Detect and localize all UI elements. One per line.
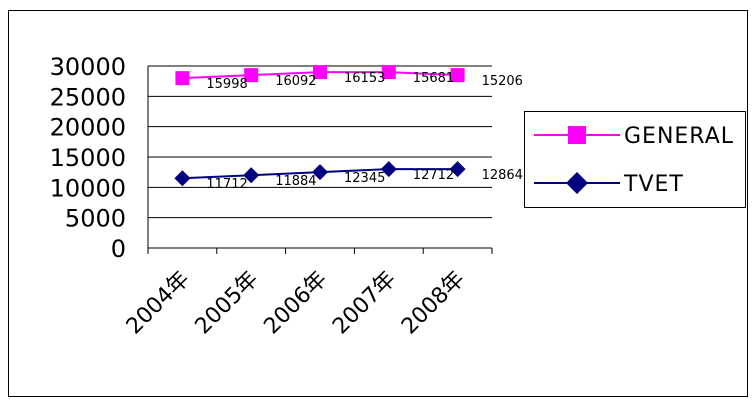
data-label: 11884 bbox=[275, 174, 316, 189]
data-label: 15998 bbox=[206, 77, 247, 92]
data-label: 12864 bbox=[482, 168, 523, 183]
series bbox=[174, 65, 466, 187]
y-tick-label: 15000 bbox=[50, 144, 126, 172]
data-point-tvet bbox=[449, 161, 466, 178]
data-point-general bbox=[175, 71, 190, 86]
data-point-general bbox=[450, 68, 465, 83]
data-point-general bbox=[313, 65, 327, 80]
data-label: 12345 bbox=[344, 171, 385, 186]
data-label: 15206 bbox=[482, 74, 523, 89]
data-point-tvet bbox=[312, 164, 328, 181]
legend-label-general: GENERAL bbox=[624, 124, 734, 149]
legend-marker-general bbox=[568, 126, 586, 144]
legend-label-tvet: TVET bbox=[623, 172, 684, 197]
y-tick-label: 20000 bbox=[50, 114, 126, 142]
data-label: 11712 bbox=[206, 177, 247, 192]
data-label: 15681 bbox=[413, 71, 454, 86]
legend-box bbox=[524, 111, 746, 208]
data-point-tvet bbox=[380, 161, 397, 178]
y-tick-label: 5000 bbox=[65, 205, 126, 233]
data-point-general bbox=[244, 68, 259, 83]
data-labels: 15998 16092 16153 15681 15206 11712 11884 12345… bbox=[206, 71, 523, 192]
data-point-tvet bbox=[243, 167, 260, 184]
data-point-general bbox=[381, 65, 396, 80]
y-tick-label: 25000 bbox=[50, 83, 126, 111]
data-label: 12712 bbox=[413, 168, 454, 183]
y-tick-label: 0 bbox=[111, 235, 126, 263]
gridlines bbox=[148, 65, 492, 219]
data-point-tvet bbox=[174, 170, 191, 187]
data-label: 16153 bbox=[344, 71, 385, 86]
data-label: 16092 bbox=[275, 74, 316, 89]
legend: GENERAL TVET bbox=[524, 111, 746, 208]
legend-marker-tvet bbox=[566, 172, 588, 194]
y-tick-label: 30000 bbox=[50, 53, 126, 81]
y-tick-label: 10000 bbox=[50, 174, 126, 202]
